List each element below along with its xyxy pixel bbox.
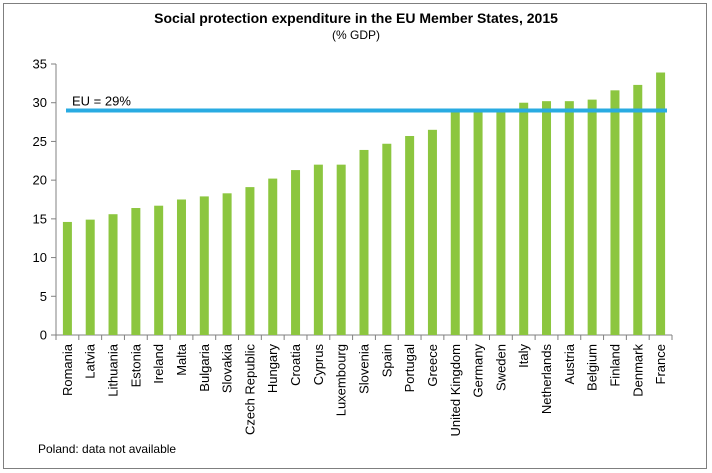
x-tick-label: Hungary xyxy=(265,344,280,394)
y-tick-label: 30 xyxy=(33,95,47,110)
bar xyxy=(108,214,118,335)
eu-average-label: EU = 29% xyxy=(72,93,131,108)
y-tick-label: 25 xyxy=(33,134,47,149)
bar xyxy=(473,110,483,335)
y-tick-label: 10 xyxy=(33,250,47,265)
x-tick-label: Austria xyxy=(562,343,577,384)
bar xyxy=(542,101,552,335)
y-tick-label: 0 xyxy=(40,328,47,343)
bar xyxy=(199,196,209,335)
bar xyxy=(336,164,346,335)
bar xyxy=(85,219,95,335)
x-tick-label: United Kingdom xyxy=(448,344,463,437)
x-tick-label: Sweden xyxy=(493,344,508,391)
x-tick-label: Portugal xyxy=(402,344,417,393)
bar xyxy=(519,102,529,335)
x-tick-label: Germany xyxy=(471,344,486,398)
x-tick-label: Luxembourg xyxy=(334,344,349,416)
x-tick-label: Italy xyxy=(516,344,531,368)
bar xyxy=(427,129,437,335)
x-tick-label: Netherlands xyxy=(539,344,554,415)
x-tick-label: Estonia xyxy=(128,343,143,387)
x-tick-label: Spain xyxy=(379,344,394,377)
bar xyxy=(291,170,301,335)
bar xyxy=(656,72,666,335)
x-tick-label: Croatia xyxy=(288,343,303,386)
bar xyxy=(131,208,141,335)
x-tick-label: Greece xyxy=(425,344,440,387)
bar xyxy=(633,84,643,335)
bar xyxy=(154,205,164,335)
x-tick-label: Latvia xyxy=(83,343,98,378)
x-tick-label: Romania xyxy=(60,343,75,396)
x-tick-label: Denmark xyxy=(630,344,645,397)
bar xyxy=(176,199,186,335)
x-tick-label: Lithuania xyxy=(106,343,121,397)
x-tick-label: Cyprus xyxy=(311,344,326,386)
chart-title: Social protection expenditure in the EU … xyxy=(154,10,558,26)
y-tick-label: 35 xyxy=(33,57,47,72)
x-tick-label: Finland xyxy=(607,344,622,387)
bar xyxy=(564,101,574,335)
bar xyxy=(405,136,415,335)
bar xyxy=(313,164,323,335)
bar xyxy=(268,178,278,335)
bar xyxy=(587,99,597,335)
footnote: Poland: data not available xyxy=(38,442,177,456)
bar xyxy=(222,193,232,335)
x-tick-label: Czech Republic xyxy=(242,344,257,436)
x-tick-label: Ireland xyxy=(151,344,166,384)
bar xyxy=(450,110,460,335)
bar xyxy=(62,221,72,335)
chart-subtitle: (% GDP) xyxy=(332,28,380,42)
bar xyxy=(245,187,255,335)
bar xyxy=(382,143,392,335)
x-tick-label: Belgium xyxy=(585,344,600,391)
bar xyxy=(496,108,506,335)
x-tick-label: France xyxy=(653,344,668,384)
x-tick-label: Slovakia xyxy=(220,343,235,393)
x-tick-label: Malta xyxy=(174,343,189,376)
x-tick-label: Bulgaria xyxy=(197,343,212,391)
y-tick-label: 20 xyxy=(33,173,47,188)
x-tick-label: Slovenia xyxy=(357,343,372,394)
bar xyxy=(359,149,369,335)
y-tick-label: 5 xyxy=(40,289,47,304)
y-tick-label: 15 xyxy=(33,211,47,226)
bar xyxy=(610,90,620,335)
